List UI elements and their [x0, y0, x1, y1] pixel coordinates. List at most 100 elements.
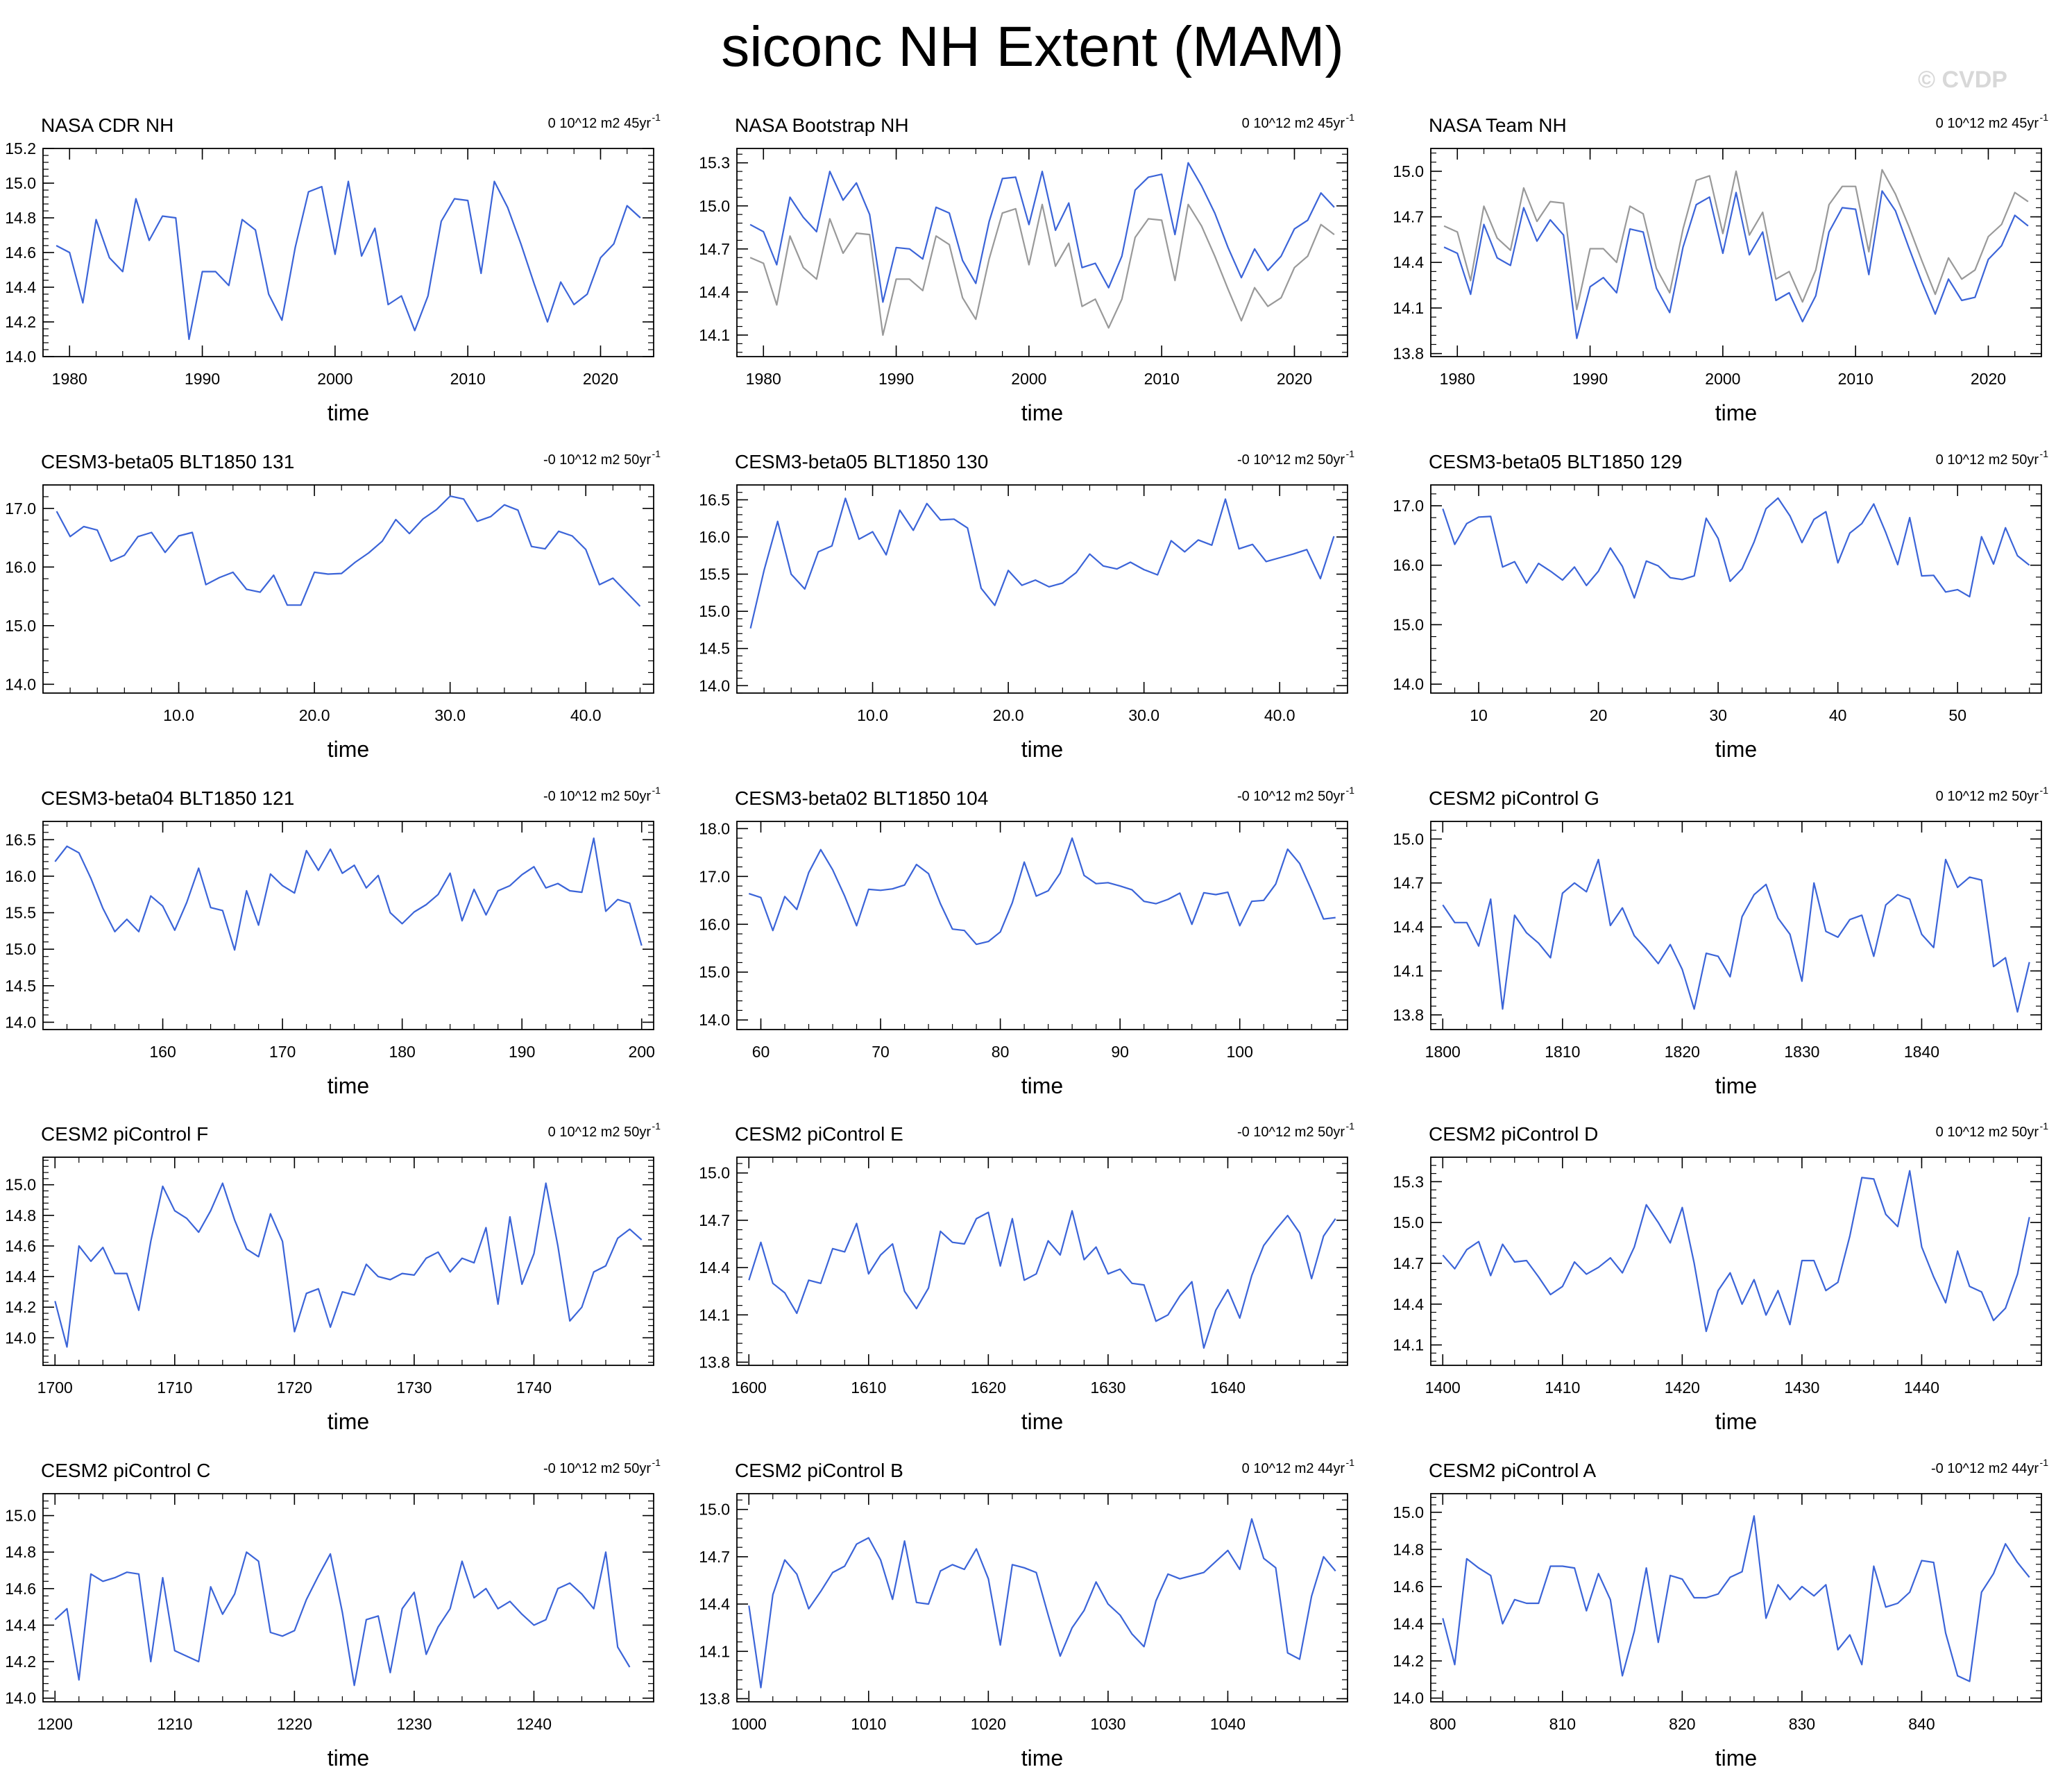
trend-unit-exponent: -1: [1346, 448, 1355, 459]
y-tick-label: 15.0: [1393, 162, 1424, 180]
y-tick-label: 15.0: [699, 963, 730, 981]
page-title: siconc NH Extent (MAM): [721, 15, 1344, 78]
y-tick-label: 14.1: [1393, 299, 1424, 317]
trend-label: -0 10^12 m2 50yr: [543, 452, 651, 468]
y-tick-label: 15.0: [1393, 830, 1424, 848]
y-tick-label: 13.8: [1393, 345, 1424, 363]
x-axis-label: time: [1021, 1746, 1063, 1770]
y-tick-label: 14.5: [699, 640, 730, 658]
trend-unit-exponent: -1: [652, 1457, 661, 1468]
y-tick-label: 14.6: [5, 1237, 36, 1255]
series-line: [54, 1551, 631, 1687]
x-tick-label: 2000: [317, 370, 352, 388]
panel-7: CESM3-beta04 BLT1850 121 -0 10^12 m2 50yr…: [5, 785, 661, 1098]
x-tick-label: 1600: [731, 1379, 767, 1397]
x-tick-label: 30.0: [1128, 706, 1159, 724]
y-tick-label: 15.5: [5, 904, 36, 922]
series-line: [54, 1182, 643, 1348]
x-tick-label: 1200: [37, 1715, 73, 1733]
series-line: [1442, 1170, 2030, 1333]
panel-2: NASA Bootstrap NH 0 10^12 m2 45yr -1 14.1 14…: [699, 112, 1354, 425]
y-tick-label: 16.0: [1393, 556, 1424, 574]
x-tick-label: 20.0: [993, 706, 1024, 724]
y-tick-label: 15.0: [5, 617, 36, 635]
x-axis-label: time: [1715, 1073, 1757, 1098]
series-line: [56, 495, 641, 607]
x-tick-label: 1010: [851, 1715, 886, 1733]
panel-title: CESM3-beta05 BLT1850 131: [41, 451, 294, 472]
y-tick-label: 14.1: [1393, 1336, 1424, 1354]
panel-14: CESM2 piControl B 0 10^12 m2 44yr -1 13.8 14…: [699, 1457, 1354, 1770]
y-tick-label: 15.5: [699, 565, 730, 583]
y-tick-label: 14.4: [1393, 1295, 1424, 1313]
x-axis-label: time: [1715, 737, 1757, 762]
x-tick-label: 2000: [1705, 370, 1740, 388]
y-tick-label: 15.3: [1393, 1172, 1424, 1191]
plot-frame: [42, 1157, 654, 1366]
trend-unit-exponent: -1: [652, 112, 661, 123]
panel-title: NASA Bootstrap NH: [735, 114, 909, 136]
panel-title: CESM2 piControl D: [1429, 1123, 1598, 1145]
x-axis-label: time: [1021, 400, 1063, 425]
y-tick-label: 14.7: [1393, 208, 1424, 226]
x-tick-label: 40.0: [1264, 706, 1295, 724]
panel-3: NASA Team NH 0 10^12 m2 45yr -1 13.8 14.1 14.…: [1393, 112, 2048, 425]
panel-title: CESM3-beta02 BLT1850 104: [735, 787, 988, 809]
trend-unit-exponent: -1: [2040, 1457, 2049, 1468]
trend-unit-exponent: -1: [2040, 785, 2049, 796]
x-tick-label: 1830: [1784, 1043, 1819, 1061]
panel-10: CESM2 piControl F 0 10^12 m2 50yr -1 14.0 14…: [5, 1120, 661, 1434]
y-tick-label: 15.3: [699, 154, 730, 172]
plot-frame: [736, 148, 1348, 357]
series-line: [1442, 858, 2030, 1013]
plot-frame: [1430, 821, 2042, 1030]
y-tick-label: 14.4: [1393, 253, 1424, 271]
y-tick-label: 14.6: [5, 1580, 36, 1598]
series-line: [1442, 1515, 2030, 1682]
y-tick-label: 14.2: [5, 313, 36, 331]
x-tick-label: 1980: [52, 370, 87, 388]
y-tick-label: 14.1: [699, 1306, 730, 1324]
y-tick-label: 17.0: [5, 500, 36, 518]
y-tick-label: 16.0: [699, 528, 730, 546]
series-line: [748, 837, 1336, 946]
y-tick-label: 16.5: [699, 490, 730, 509]
x-tick-label: 830: [1789, 1715, 1815, 1733]
plot-frame: [42, 821, 654, 1030]
y-tick-label: 14.4: [5, 278, 36, 296]
y-tick-label: 14.0: [5, 348, 36, 366]
x-tick-label: 1430: [1784, 1379, 1819, 1397]
x-axis-label: time: [1715, 1746, 1757, 1770]
y-tick-label: 14.4: [699, 1595, 730, 1613]
y-tick-label: 14.0: [5, 1013, 36, 1031]
y-tick-label: 16.5: [5, 830, 36, 848]
x-tick-label: 2010: [1838, 370, 1873, 388]
y-tick-label: 15.2: [5, 139, 36, 157]
series-line: [748, 1518, 1336, 1689]
y-tick-label: 18.0: [699, 819, 730, 837]
panel-12: CESM2 piControl D 0 10^12 m2 50yr -1 14.1 14…: [1393, 1120, 2048, 1434]
plot-frame: [736, 821, 1348, 1030]
x-tick-label: 1990: [185, 370, 220, 388]
panel-title: NASA CDR NH: [41, 114, 173, 136]
y-tick-label: 14.4: [699, 1258, 730, 1277]
x-tick-label: 60: [752, 1043, 770, 1061]
y-tick-label: 13.8: [699, 1353, 730, 1371]
y-tick-label: 14.7: [1393, 1254, 1424, 1272]
panel-title: CESM2 piControl E: [735, 1123, 903, 1145]
trend-label: 0 10^12 m2 50yr: [548, 1125, 652, 1140]
x-axis-label: time: [328, 1073, 369, 1098]
x-axis-label: time: [1021, 1073, 1063, 1098]
trend-label: -0 10^12 m2 50yr: [543, 789, 651, 804]
x-axis-label: time: [1021, 1409, 1063, 1434]
x-tick-label: 1240: [516, 1715, 552, 1733]
panel-6: CESM3-beta05 BLT1850 129 0 10^12 m2 50yr -…: [1393, 448, 2048, 762]
trend-unit-exponent: -1: [2040, 1120, 2049, 1132]
trend-label: -0 10^12 m2 50yr: [1237, 1125, 1345, 1140]
y-tick-label: 17.0: [1393, 497, 1424, 515]
y-tick-label: 15.0: [5, 940, 36, 958]
x-tick-label: 1800: [1425, 1043, 1461, 1061]
trend-unit-exponent: -1: [1346, 785, 1355, 796]
plot-frame: [42, 148, 654, 357]
trend-label: 0 10^12 m2 45yr: [548, 116, 652, 131]
